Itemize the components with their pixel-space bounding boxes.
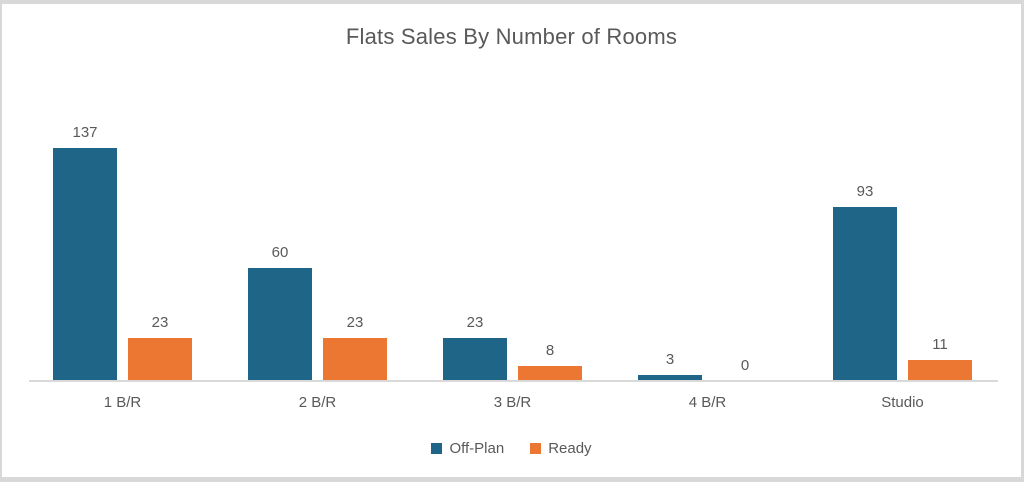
bar-off-plan: [53, 148, 117, 381]
legend-label: Off-Plan: [449, 440, 505, 457]
category-label: 3 B/R: [493, 394, 532, 411]
bar-column: 93: [833, 124, 897, 381]
data-label: 8: [545, 342, 555, 359]
data-label: 137: [72, 124, 98, 141]
bar-ready: [323, 337, 387, 381]
legend-swatch-icon: [431, 443, 443, 454]
data-label: 60: [271, 244, 289, 262]
legend: Off-Plan Ready: [2, 440, 1021, 457]
legend-item: Ready: [530, 440, 592, 457]
bar-column: 60: [248, 124, 312, 381]
bar-group: 137 23: [25, 124, 220, 381]
data-label: 23: [151, 313, 169, 331]
bar-off-plan: [833, 206, 897, 381]
category-label: 4 B/R: [688, 394, 727, 411]
data-label: 11: [932, 336, 948, 354]
bar-off-plan: [443, 337, 507, 381]
legend-label: Ready: [548, 440, 592, 457]
bar-ready: [908, 360, 972, 381]
data-label: 3: [665, 351, 675, 369]
bar-column: 11: [908, 124, 972, 381]
bar-column: 23: [323, 124, 387, 381]
bar-off-plan: [248, 268, 312, 381]
category-label: 1 B/R: [103, 394, 142, 411]
category-label: Studio: [881, 394, 924, 411]
category-axis-labels: 1 B/R 2 B/R 3 B/R 4 B/R Studio: [25, 394, 1000, 411]
data-label: 0: [740, 357, 750, 374]
bar-column: 3: [638, 124, 702, 381]
bar-group: 93 11: [805, 124, 1000, 381]
plot-area: 137 23 60 23 23 8 3 0 93 11 1 B/R 2 B/R 3 B/R 4 B/R S…: [25, 4, 1000, 411]
bar-off-plan: [638, 375, 702, 381]
chart-title: Flats Sales By Number of Rooms: [345, 24, 678, 49]
bar-group: 23 8: [415, 124, 610, 381]
bar-column: 0: [713, 124, 777, 381]
category-label: 2 B/R: [298, 394, 337, 411]
legend-swatch-icon: [530, 443, 542, 454]
bar-column: 23: [128, 124, 192, 381]
bar-ready: [518, 366, 582, 381]
bar-group: 60 23: [220, 124, 415, 381]
bar-column: 8: [518, 124, 582, 381]
bar-column: 23: [443, 124, 507, 381]
legend-item: Off-Plan: [431, 440, 504, 457]
data-label: 23: [466, 313, 484, 331]
bar-column: 137: [53, 124, 117, 381]
bar-groups: 137 23 60 23 23 8 3 0 93 11: [25, 124, 1000, 381]
data-label: 93: [856, 182, 874, 200]
data-label: 23: [346, 313, 364, 331]
bar-ready: [128, 337, 192, 381]
x-axis-line: [29, 380, 998, 382]
